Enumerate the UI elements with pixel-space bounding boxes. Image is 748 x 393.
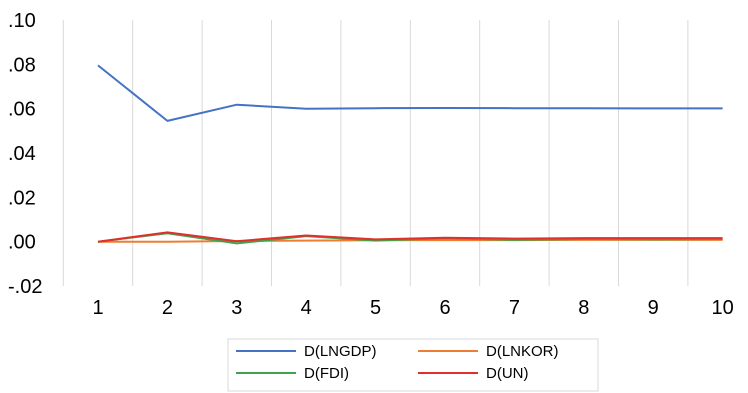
- y-tick-label: -.02: [8, 276, 42, 298]
- x-tick-label: 1: [92, 297, 103, 319]
- x-tick-label: 6: [439, 297, 450, 319]
- y-tick-label: .02: [8, 187, 36, 209]
- x-tick-label: 5: [370, 297, 381, 319]
- legend-label-d-lngdp: D(LNGDP): [304, 343, 377, 360]
- y-tick-label: .10: [8, 10, 36, 32]
- legend-label-d-fdi: D(FDI): [304, 365, 349, 382]
- y-tick-label: .00: [8, 232, 36, 254]
- legend-label-d-lnkor: D(LNKOR): [486, 343, 559, 360]
- legend-box: [227, 338, 599, 392]
- x-tick-label: 3: [231, 297, 242, 319]
- x-tick-label: 4: [301, 297, 312, 319]
- x-tick-label: 8: [578, 297, 589, 319]
- series-lines: [97, 64, 723, 245]
- x-tick-label: 2: [162, 297, 173, 319]
- y-tick-label: .08: [8, 54, 36, 76]
- x-tick-label: 7: [509, 297, 520, 319]
- gridlines: [62, 20, 689, 286]
- y-tick-label: .04: [8, 143, 36, 165]
- series-line-d-lngdp: [97, 64, 723, 122]
- legend: D(LNGDP) D(LNKOR) D(FDI) D(UN): [227, 338, 599, 392]
- x-tick-label: 10: [711, 297, 733, 319]
- legend-label-d-un: D(UN): [486, 365, 529, 382]
- x-tick-label: 9: [648, 297, 659, 319]
- axes: -.02 .00 .02 .04 .06 .08 .10 1 2 3 4 5 6 7 8 9 10: [8, 10, 734, 319]
- series-line-d-un: [97, 231, 723, 243]
- y-tick-label: .06: [8, 99, 36, 121]
